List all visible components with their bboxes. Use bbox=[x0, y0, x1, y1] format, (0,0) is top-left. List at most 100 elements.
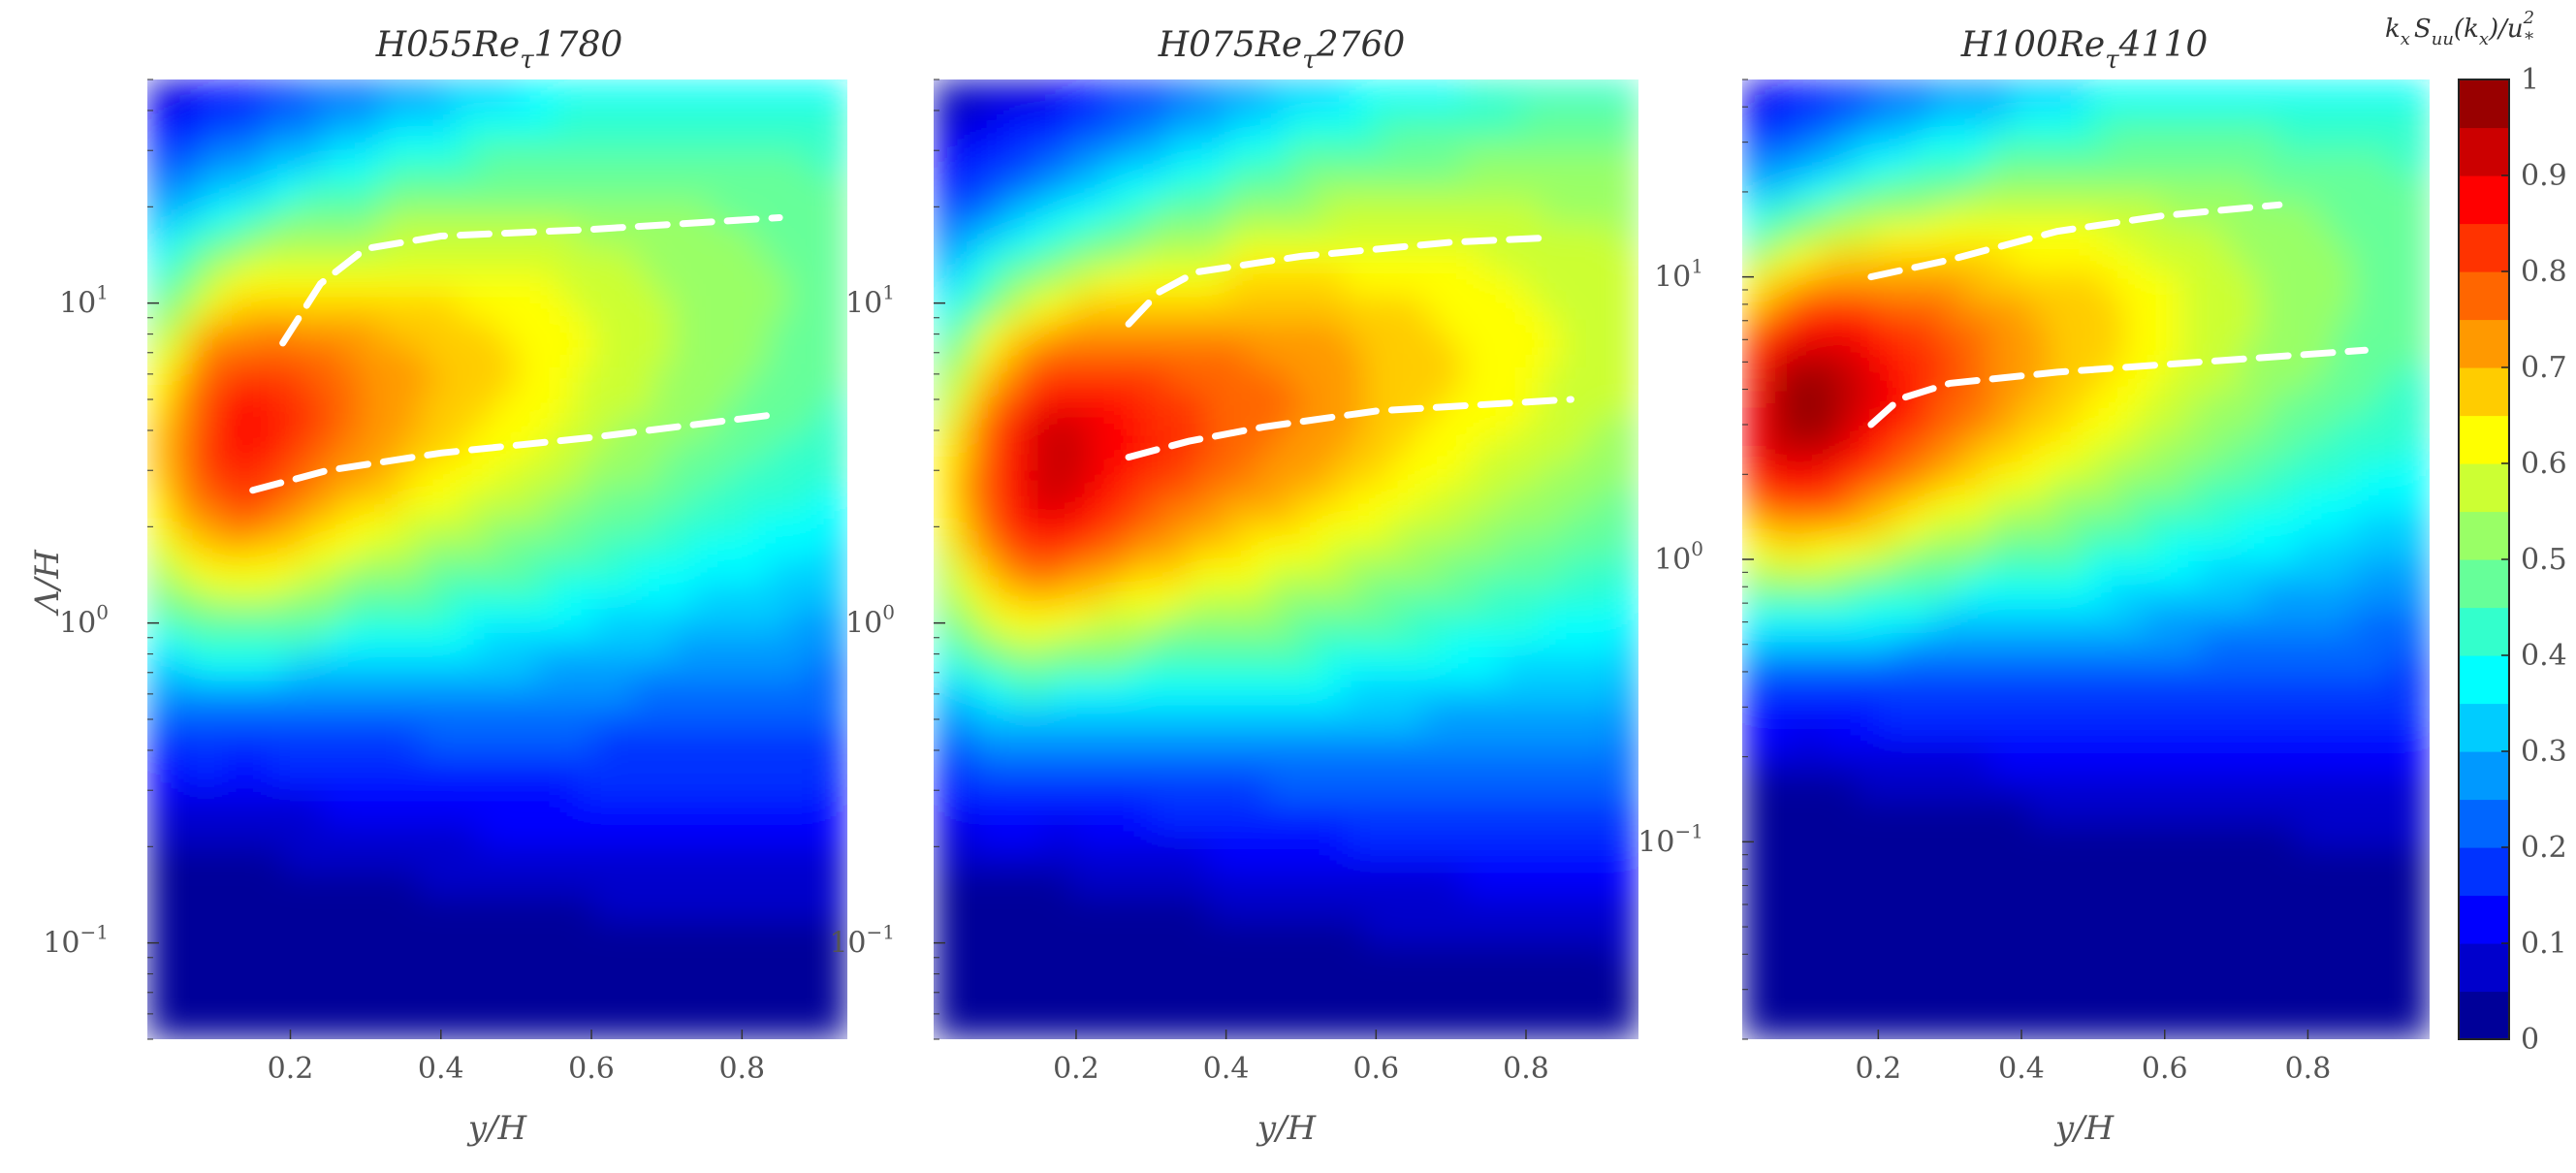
contour-cell bbox=[788, 751, 810, 777]
contour-cell bbox=[749, 343, 771, 369]
contour-cell bbox=[1579, 799, 1601, 825]
y-tick-label: 10−1 bbox=[829, 921, 895, 961]
contour-cell bbox=[2009, 991, 2030, 1017]
contour-cell bbox=[730, 823, 751, 849]
contour-cell bbox=[575, 847, 596, 872]
contour-cell bbox=[1560, 175, 1581, 201]
contour-cell bbox=[1971, 727, 1991, 753]
contour-cell bbox=[2200, 367, 2221, 393]
contour-cell bbox=[556, 319, 577, 345]
contour-cell bbox=[1383, 583, 1405, 609]
contour-cell bbox=[953, 943, 974, 968]
contour-cell bbox=[1857, 511, 1877, 537]
contour-cell bbox=[399, 391, 421, 417]
contour-cell bbox=[380, 679, 401, 705]
contour-cell bbox=[341, 199, 363, 225]
contour-cell bbox=[2028, 199, 2050, 225]
contour-cell bbox=[1207, 583, 1228, 609]
contour-cell bbox=[1952, 775, 1973, 801]
contour-cell bbox=[1560, 799, 1581, 825]
contour-cell bbox=[264, 871, 285, 897]
contour-cell bbox=[2143, 343, 2164, 369]
contour-cell bbox=[2181, 751, 2202, 777]
contour-cell bbox=[1011, 607, 1033, 633]
contour-cell bbox=[1129, 511, 1151, 537]
contour-cell bbox=[1990, 631, 2011, 657]
contour-cell bbox=[2028, 127, 2050, 153]
contour-cell bbox=[1837, 151, 1859, 177]
contour-cell bbox=[769, 895, 790, 921]
contour-cell bbox=[972, 775, 994, 801]
contour-cell bbox=[361, 559, 382, 585]
contour-cell bbox=[2181, 1015, 2202, 1039]
contour-cell bbox=[1990, 199, 2011, 225]
contour-cell bbox=[1443, 319, 1464, 345]
contour-cell bbox=[1032, 991, 1053, 1017]
contour-cell bbox=[1247, 295, 1268, 321]
contour-cell bbox=[1090, 727, 1111, 753]
contour-cell bbox=[1011, 1015, 1033, 1039]
contour-cell bbox=[652, 943, 674, 968]
contour-cell bbox=[1952, 151, 1973, 177]
contour-cell bbox=[341, 415, 363, 441]
contour-cell bbox=[438, 967, 460, 993]
contour-cell bbox=[1742, 559, 1763, 585]
contour-cell bbox=[2371, 679, 2393, 705]
contour-cell bbox=[1837, 631, 1859, 657]
contour-cell bbox=[186, 799, 207, 825]
contour-cell bbox=[283, 367, 304, 393]
contour-cell bbox=[2143, 919, 2164, 945]
contour-cell bbox=[1168, 703, 1190, 729]
contour-cell bbox=[1364, 175, 1385, 201]
contour-cell bbox=[399, 247, 421, 273]
contour-cell bbox=[2085, 271, 2107, 297]
contour-cell bbox=[1129, 535, 1151, 561]
contour-cell bbox=[1403, 895, 1424, 921]
contour-cell bbox=[1305, 895, 1326, 921]
contour-cell bbox=[730, 535, 751, 561]
contour-cell bbox=[711, 535, 732, 561]
contour-cell bbox=[1971, 175, 1991, 201]
contour-cell bbox=[2123, 271, 2145, 297]
contour-cell bbox=[1011, 127, 1033, 153]
contour-cell bbox=[2257, 895, 2278, 921]
contour-cell bbox=[225, 271, 246, 297]
contour-cell bbox=[1914, 367, 1934, 393]
contour-cell bbox=[1266, 775, 1288, 801]
contour-cell bbox=[1345, 343, 1366, 369]
contour-cell bbox=[1742, 175, 1763, 201]
contour-cell bbox=[1188, 127, 1209, 153]
contour-cell bbox=[808, 223, 829, 249]
contour-cell bbox=[1818, 199, 1839, 225]
contour-cell bbox=[1894, 823, 1916, 849]
contour-cell bbox=[1761, 271, 1782, 297]
contour-cell bbox=[1149, 127, 1170, 153]
contour-cell bbox=[1011, 847, 1033, 872]
contour-cell bbox=[972, 631, 994, 657]
contour-cell bbox=[147, 919, 169, 945]
contour-cell bbox=[2123, 607, 2145, 633]
contour-cell bbox=[322, 679, 343, 705]
contour-cell bbox=[167, 775, 188, 801]
contour-cell bbox=[419, 367, 440, 393]
contour-cell bbox=[1443, 895, 1464, 921]
contour-cell bbox=[672, 223, 693, 249]
contour-cell bbox=[1383, 967, 1405, 993]
contour-cell bbox=[1149, 367, 1170, 393]
contour-cell bbox=[517, 271, 538, 297]
contour-cell bbox=[788, 967, 810, 993]
contour-cell bbox=[361, 871, 382, 897]
contour-cell bbox=[1462, 463, 1483, 489]
contour-cell bbox=[438, 559, 460, 585]
contour-cell bbox=[2162, 487, 2182, 513]
x-tick-label: 0.4 bbox=[418, 1052, 464, 1086]
colorbar-band bbox=[2459, 127, 2509, 176]
contour-cell bbox=[769, 175, 790, 201]
contour-cell bbox=[2410, 535, 2430, 561]
contour-cell bbox=[1799, 295, 1820, 321]
contour-cell bbox=[2219, 799, 2241, 825]
contour-cell bbox=[1403, 991, 1424, 1017]
contour-cell bbox=[672, 319, 693, 345]
contour-cell bbox=[2162, 391, 2182, 417]
contour-cell bbox=[652, 967, 674, 993]
